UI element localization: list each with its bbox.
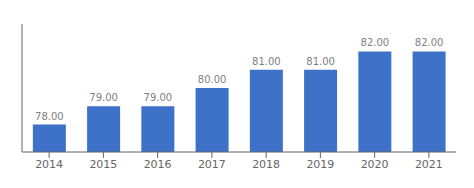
svg-text:2018: 2018 bbox=[252, 158, 280, 171]
svg-text:82.00: 82.00 bbox=[415, 37, 444, 48]
svg-text:2016: 2016 bbox=[144, 158, 172, 171]
svg-text:82.00: 82.00 bbox=[361, 37, 390, 48]
svg-text:81.00: 81.00 bbox=[252, 56, 281, 67]
svg-text:2021: 2021 bbox=[415, 158, 443, 171]
svg-text:79.00: 79.00 bbox=[144, 92, 173, 103]
svg-text:79.00: 79.00 bbox=[89, 92, 118, 103]
svg-text:2015: 2015 bbox=[89, 158, 117, 171]
svg-text:2020: 2020 bbox=[361, 158, 389, 171]
svg-text:80.00: 80.00 bbox=[198, 74, 227, 85]
svg-text:2017: 2017 bbox=[198, 158, 226, 171]
svg-text:78.00: 78.00 bbox=[35, 111, 64, 122]
svg-text:2014: 2014 bbox=[35, 158, 63, 171]
svg-text:81.00: 81.00 bbox=[306, 56, 335, 67]
svg-text:2019: 2019 bbox=[306, 158, 334, 171]
